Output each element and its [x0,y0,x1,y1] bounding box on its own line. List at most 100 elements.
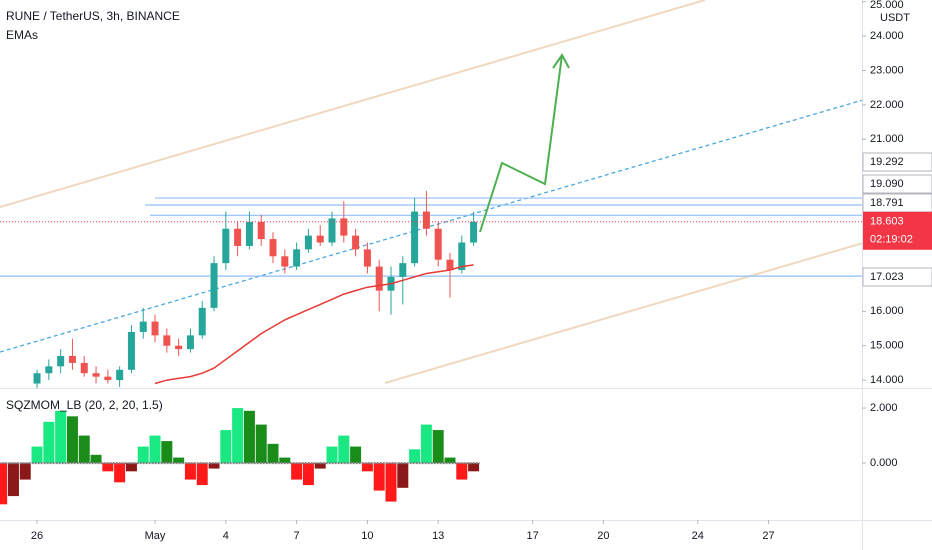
candle-body [68,356,76,363]
momentum-bar [326,446,338,464]
momentum-bar [338,435,350,464]
momentum-bar [385,463,397,502]
indicator-label: EMAs [6,28,38,42]
momentum-bar [220,430,232,464]
price-level-tag [862,152,932,172]
y-tick-label: 16.000 [870,305,904,317]
candle-body [316,235,324,243]
momentum-bar [114,463,126,483]
countdown: 02:19:02 [870,234,913,246]
symbol-title: RUNE / TetherUS, 3h, BINANCE [6,9,180,23]
momentum-bar [161,441,173,464]
momentum-bar [409,449,421,464]
candle-body [328,218,336,243]
candle-body [163,335,171,346]
momentum-bar [31,446,43,464]
candle-body [222,228,230,264]
momentum-bar [255,424,267,464]
y-tick-label: 21.000 [870,133,904,145]
x-tick-label: 4 [223,530,229,542]
momentum-bar [196,463,208,486]
momentum-bar [90,454,102,464]
axes: 25.000 24.000 23.000 22.000 21.000 16.000 15.0… [31,0,932,542]
momentum-bar [279,457,291,464]
candle-body [175,345,183,350]
momentum-bar [55,410,67,464]
momentum-bar [102,463,114,472]
momentum-bar [78,435,90,464]
candle-body [411,211,419,264]
momentum-bar [291,463,303,480]
candle-body [116,369,124,381]
price-level-label: 18.791 [870,197,904,209]
ema-line [154,264,474,385]
trend-line-dashed [0,99,862,353]
arrow-head [552,53,570,69]
momentum-bar [173,457,185,464]
x-tick-label: 26 [31,530,43,542]
momentum-bar [456,463,468,480]
candle-body [470,221,478,243]
candle-body [446,259,454,271]
x-tick-label: 13 [432,530,444,542]
candle-body [80,362,88,374]
momentum-bar [420,424,432,464]
candle-body [33,373,41,384]
momentum-bar [243,410,255,464]
candle-body [304,235,312,250]
momentum-bar [0,463,8,505]
momentum-bar [125,463,137,472]
currency: USDT [880,12,910,24]
y-tick-label: 25.000 [870,0,904,11]
momentum-bar [350,446,362,464]
momentum-bar [361,463,373,472]
momentum-bar [184,463,196,480]
candle-body [151,321,159,336]
y-tick-label: 2.000 [870,402,898,414]
price-level-label: 17.023 [870,271,904,283]
candle-body [363,249,371,267]
y-tick-label: 24.000 [870,30,904,42]
y-tick-label: 14.000 [870,374,904,386]
candle-body [45,366,53,374]
candle-body [281,256,289,267]
momentum-bar [43,421,55,464]
candle-body [257,221,265,240]
y-tick-label: 22.000 [870,99,904,111]
momentum-bar [302,463,314,486]
momentum-bar [66,416,78,464]
price-pane [0,0,862,388]
momentum-bar [208,463,220,469]
x-tick-label: May [145,530,166,542]
candle-body [210,263,218,308]
price-level-label: 19.292 [870,156,904,168]
candle-body [186,335,194,350]
momentum-bar [397,463,409,488]
candle-body [293,249,301,267]
momentum-bar [314,463,326,469]
candle-body [269,239,277,257]
x-tick-label: 7 [294,530,300,542]
price-level-tag [862,267,932,287]
momentum-bar [373,463,385,491]
candle-body [104,376,112,381]
momentum-bar [19,463,31,480]
candle-body [458,242,466,271]
candle-body [340,218,348,236]
x-tick-label: 27 [762,530,774,542]
forecast-arrow [479,54,563,233]
momentum-bar [468,463,480,472]
momentum-bar [7,463,19,497]
trend-line [384,242,862,384]
drawings [479,53,570,233]
last-price-tag [863,211,932,250]
momentum-title: SQZMOM_LB (20, 2, 20, 1.5) [6,398,163,412]
candle-body [399,263,407,277]
candle-body [375,266,383,291]
candle-body [234,228,242,246]
candle-body [127,331,135,370]
x-tick-label: 24 [692,530,704,542]
momentum-bar [232,408,244,464]
